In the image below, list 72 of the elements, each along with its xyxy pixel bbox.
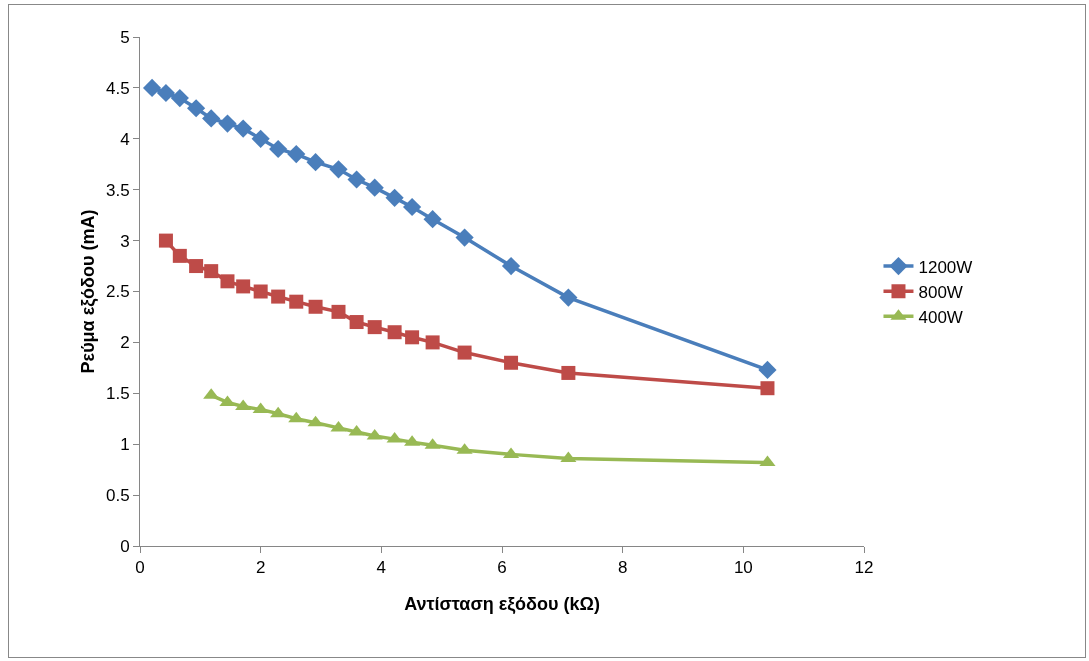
point [270,406,287,418]
point [308,299,323,314]
point [172,248,187,263]
point [347,170,366,189]
x-tick-label: 4 [376,558,387,578]
y-tick-label: 2.5 [105,282,130,302]
point [501,256,521,276]
point [287,144,306,164]
point [271,289,286,304]
point [187,99,206,118]
y-tick-label: 3.5 [105,180,130,200]
point [307,415,324,427]
point [269,139,288,159]
point [306,153,325,172]
point [425,335,440,350]
y-tick-label: 0.5 [105,486,130,506]
point [170,88,189,108]
y-tick-label: 5 [120,27,130,47]
legend-label: 400W [918,307,963,327]
point [385,188,404,207]
point [251,129,270,148]
point [561,365,576,380]
point [760,381,775,396]
point [504,355,519,370]
point [367,320,382,335]
point [349,315,364,330]
point [405,330,420,345]
x-tick-label: 0 [135,558,145,578]
point [759,455,776,467]
point [218,114,237,133]
point [202,109,221,128]
point [559,288,578,307]
x-axis-title: Αντίσταση εξόδου (kΩ) [404,594,600,615]
point [329,160,348,179]
point [403,197,422,217]
point [331,304,346,319]
point [156,83,176,103]
y-tick-label: 1.5 [105,384,130,404]
point [220,274,235,289]
point [289,294,304,309]
x-tick-label: 10 [733,558,753,578]
y-tick-label: 1 [120,435,130,455]
point [758,360,777,379]
point [423,210,442,229]
point [252,402,269,414]
y-tick-label: 4.5 [105,78,130,98]
point [189,259,204,274]
y-tick-label: 2 [120,333,130,353]
point [348,424,365,436]
y-tick-label: 4 [120,129,130,149]
y-tick-label: 0 [120,536,130,556]
point [236,279,251,294]
point [387,325,402,340]
x-tick-label: 6 [497,558,507,578]
x-tick-label: 2 [255,558,266,578]
legend-label: 800W [918,282,963,302]
point [142,78,162,97]
point [253,284,268,299]
point [288,411,305,423]
y-axis-title: Ρεύμα εξόδου (mA) [78,209,99,374]
point [330,420,347,432]
point [365,178,384,197]
point [455,228,474,247]
legend-label: 1200W [918,257,973,277]
point [457,345,472,360]
point [235,399,252,411]
point [158,233,173,248]
y-tick-label: 3 [120,231,130,251]
point [204,264,219,279]
point [234,119,253,138]
x-tick-label: 12 [854,558,874,578]
x-tick-label: 8 [617,558,628,578]
